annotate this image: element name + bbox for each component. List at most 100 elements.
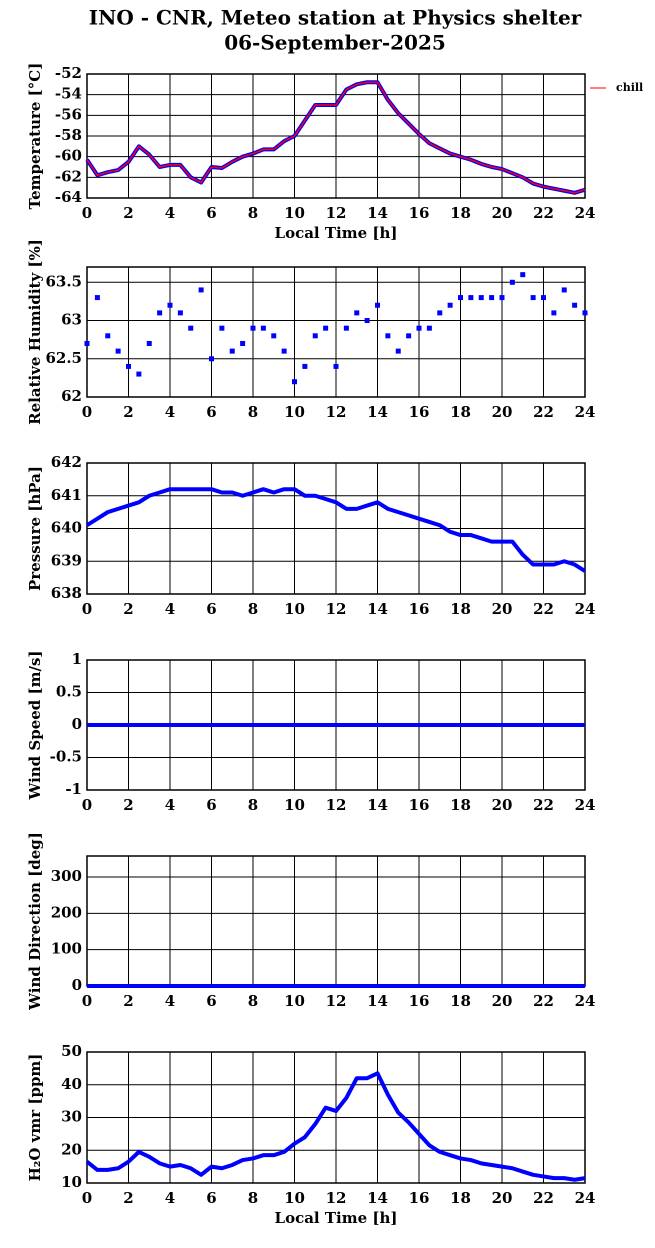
x-tick-label: 2	[123, 796, 133, 814]
x-tick-label: 0	[82, 204, 92, 222]
chart-subtitle: 06-September-2025	[224, 31, 446, 55]
x-tick-label: 14	[367, 403, 388, 421]
y-tick-label: -60	[55, 147, 82, 165]
y-tick-label: -56	[55, 105, 82, 123]
plot-frame	[86, 266, 586, 398]
x-tick-label: 10	[284, 403, 305, 421]
data-point	[292, 379, 297, 385]
y-tick-label: -52	[55, 64, 82, 82]
x-tick-label: 4	[165, 992, 175, 1010]
data-point	[499, 295, 505, 301]
data-point	[136, 371, 142, 377]
x-tick-label: 16	[409, 600, 430, 618]
y-tick-label: -0.5	[50, 748, 82, 766]
x-tick-label: 24	[575, 796, 596, 814]
x-tick-label: 0	[82, 600, 92, 618]
chart-title: INO - CNR, Meteo station at Physics shel…	[89, 6, 582, 30]
y-tick-label: 62.5	[45, 349, 82, 367]
y-tick-label: 62	[61, 387, 82, 405]
x-tick-label: 4	[165, 403, 175, 421]
x-tick-label: 24	[575, 403, 596, 421]
y-axis-label: H₂O vmr [ppm]	[26, 1054, 44, 1182]
x-tick-label: 24	[575, 992, 596, 1010]
data-point	[146, 340, 152, 346]
data-point	[416, 325, 422, 331]
data-point	[572, 302, 578, 308]
series-line	[86, 81, 586, 194]
x-tick-label: 2	[123, 1189, 133, 1207]
data-point	[447, 302, 453, 308]
x-tick-label: 22	[533, 204, 554, 222]
x-axis-label: Local Time [h]	[275, 1209, 398, 1227]
data-point	[302, 363, 308, 369]
data-point	[458, 295, 463, 301]
x-tick-label: 24	[575, 1189, 596, 1207]
x-tick-label: 8	[248, 600, 258, 618]
data-point	[489, 295, 495, 301]
x-tick-label: 14	[367, 600, 388, 618]
data-point	[333, 363, 339, 369]
x-tick-label: 2	[123, 403, 133, 421]
y-tick-label: 300	[51, 867, 82, 885]
x-tick-label: 4	[165, 204, 175, 222]
y-tick-label: 20	[61, 1140, 82, 1158]
data-point	[188, 325, 194, 331]
data-point	[406, 333, 412, 339]
x-tick-label: 12	[326, 204, 347, 222]
data-point	[126, 363, 131, 369]
x-tick-label: 24	[575, 600, 596, 618]
x-tick-label: 20	[492, 1189, 513, 1207]
x-tick-label: 8	[248, 796, 258, 814]
x-tick-label: 8	[248, 1189, 258, 1207]
x-tick-label: 20	[492, 204, 513, 222]
x-tick-label: 14	[367, 1189, 388, 1207]
data-point	[551, 310, 557, 316]
data-point	[426, 325, 432, 331]
data-point	[561, 287, 567, 293]
x-tick-label: 18	[450, 796, 471, 814]
x-tick-label: 6	[206, 992, 216, 1010]
data-point	[240, 340, 246, 346]
x-tick-label: 24	[575, 204, 596, 222]
y-tick-label: 639	[51, 551, 82, 569]
y-tick-label: 40	[61, 1075, 82, 1093]
x-tick-label: 6	[206, 403, 216, 421]
series-line	[85, 1071, 586, 1182]
x-tick-label: 0	[82, 403, 92, 421]
data-point	[437, 310, 443, 316]
y-tick-label: -1	[65, 780, 82, 798]
y-tick-label: 63	[61, 311, 82, 329]
x-tick-label: 8	[248, 204, 258, 222]
y-axis-label: Temperature [°C]	[26, 63, 44, 210]
x-tick-label: 8	[248, 992, 258, 1010]
y-tick-label: 0.5	[56, 683, 82, 701]
x-tick-label: 22	[533, 1189, 554, 1207]
x-tick-label: 10	[284, 600, 305, 618]
data-point	[115, 348, 121, 354]
x-tick-label: 6	[206, 204, 216, 222]
y-tick-label: -58	[55, 126, 82, 144]
x-tick-label: 8	[248, 403, 258, 421]
x-tick-label: 6	[206, 1189, 216, 1207]
y-tick-label: 0	[72, 715, 82, 733]
data-point	[177, 310, 183, 316]
x-tick-label: 4	[165, 796, 175, 814]
data-point	[281, 348, 287, 354]
data-point	[323, 325, 329, 331]
x-tick-label: 22	[533, 403, 554, 421]
data-point	[520, 272, 526, 278]
x-tick-label: 14	[367, 796, 388, 814]
x-tick-label: 16	[409, 796, 430, 814]
data-point	[105, 333, 111, 339]
x-tick-label: 16	[409, 1189, 430, 1207]
data-point	[541, 295, 546, 301]
x-tick-label: 22	[533, 796, 554, 814]
x-tick-label: 2	[123, 600, 133, 618]
x-tick-label: 14	[367, 204, 388, 222]
x-tick-label: 2	[123, 992, 133, 1010]
x-tick-label: 6	[206, 600, 216, 618]
y-tick-label: 641	[51, 486, 82, 504]
x-tick-label: 0	[82, 1189, 92, 1207]
data-point	[478, 295, 484, 301]
